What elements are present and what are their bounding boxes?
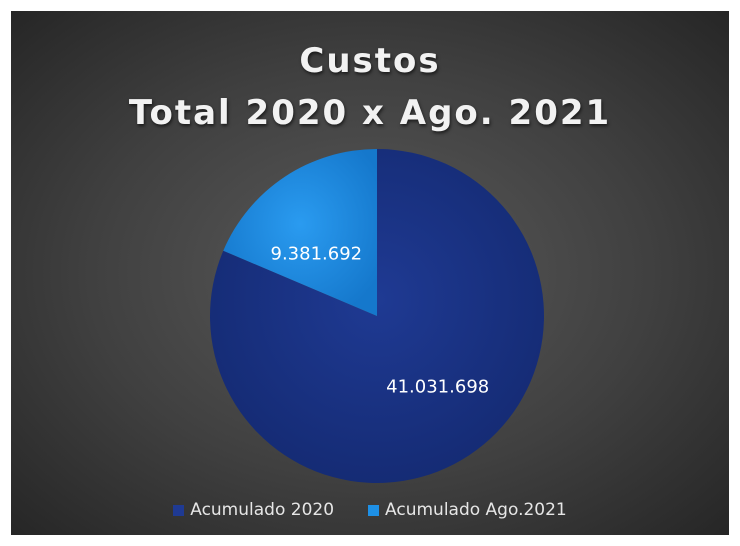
legend-label: Acumulado 2020: [190, 500, 335, 520]
legend-label: Acumulado Ago.2021: [385, 500, 567, 520]
legend-item-acumulado-ago-2021: Acumulado Ago.2021: [368, 500, 567, 520]
legend-item-acumulado-2020: Acumulado 2020: [173, 500, 334, 520]
pie-chart: 41.031.698 9.381.692: [209, 149, 544, 484]
chart-title-line-2: Total 2020 x Ago. 2021: [128, 93, 612, 133]
pie-slice-1: [223, 149, 377, 316]
legend-swatch: [173, 504, 185, 516]
chart-title-line-1: Custos: [299, 41, 441, 81]
chart-area: Custos Total 2020 x Ago. 2021 41.031.698…: [11, 11, 729, 535]
legend: Acumulado 2020 Acumulado Ago.2021: [11, 500, 729, 520]
data-label-0: 41.031.698: [386, 377, 489, 398]
legend-swatch: [368, 504, 380, 516]
data-label-1: 9.381.692: [271, 243, 363, 264]
